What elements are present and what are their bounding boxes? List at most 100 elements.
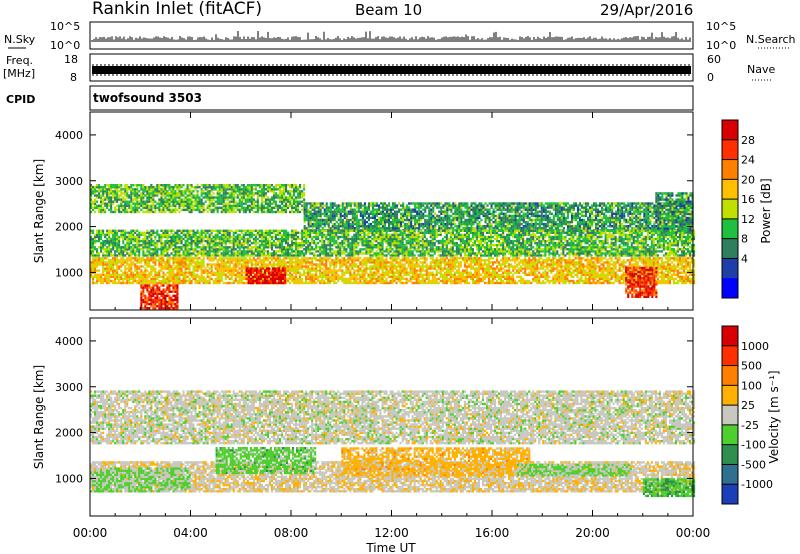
range-gate-cell — [432, 216, 435, 220]
range-gate-cell — [218, 206, 221, 209]
range-gate-cell — [293, 188, 296, 191]
range-gate-cell — [188, 210, 191, 214]
range-gate-cell — [178, 202, 181, 205]
range-gate-cell — [313, 204, 316, 207]
range-gate-cell — [506, 222, 509, 226]
range-gate-cell — [262, 239, 265, 243]
range-gate-cell — [615, 210, 618, 213]
range-gate-cell — [102, 210, 105, 214]
range-gate-cell — [186, 239, 189, 243]
range-gate-cell — [291, 184, 294, 187]
range-gate-cell — [408, 212, 411, 215]
range-gate-cell — [528, 208, 531, 211]
range-gate-cell — [466, 212, 469, 215]
range-gate-cell — [386, 212, 389, 215]
range-gate-cell — [162, 241, 165, 245]
range-gate-cell — [132, 200, 135, 203]
range-gate-cell — [386, 216, 389, 220]
range-gate-cell — [140, 231, 143, 234]
range-gate-cell — [607, 206, 610, 209]
range-gate-cell — [627, 218, 630, 222]
range-gate-cell — [452, 204, 455, 207]
range-gate-cell — [172, 233, 175, 237]
range-gate-cell — [414, 222, 417, 226]
range-gate-cell — [214, 246, 217, 249]
range-gate-cell — [514, 206, 517, 209]
range-gate-cell — [349, 227, 352, 230]
range-gate-cell — [365, 216, 368, 220]
range-gate-cell — [268, 200, 271, 203]
range-gate-cell — [291, 202, 294, 205]
range-gate-cell — [530, 214, 533, 218]
range-gate-cell — [394, 218, 397, 222]
range-gate-cell — [204, 233, 207, 237]
range-gate-cell — [482, 210, 485, 213]
range-gate-cell — [574, 227, 577, 230]
range-gate-cell — [134, 210, 137, 214]
range-gate-cell — [580, 220, 583, 224]
range-gate-cell — [278, 190, 281, 193]
range-gate-cell — [98, 186, 101, 189]
range-gate-cell — [470, 202, 473, 205]
range-gate-cell — [542, 208, 545, 211]
range-gate-cell — [208, 192, 211, 195]
range-gate-cell — [134, 250, 137, 253]
range-gate-cell — [418, 210, 421, 213]
range-gate-cell — [609, 206, 612, 209]
range-gate-cell — [146, 254, 149, 257]
range-gate-cell — [444, 210, 447, 213]
range-gate-cell — [248, 206, 251, 209]
range-gate-cell — [176, 246, 179, 249]
range-gate-cell — [200, 190, 203, 193]
range-gate-cell — [272, 229, 275, 232]
range-gate-cell — [120, 233, 123, 237]
range-gate-cell — [609, 210, 612, 213]
range-gate-cell — [392, 220, 395, 224]
range-gate-cell — [150, 194, 153, 197]
range-gate-cell — [262, 244, 265, 247]
range-gate-cell — [339, 212, 342, 215]
range-gate-cell — [649, 222, 652, 226]
range-gate-cell — [303, 239, 306, 243]
range-gate-cell — [98, 252, 101, 255]
range-gate-cell — [566, 212, 569, 215]
range-gate-cell — [655, 225, 658, 228]
range-gate-cell — [230, 246, 233, 249]
range-gate-cell — [152, 194, 155, 197]
range-gate-cell — [168, 206, 171, 209]
range-gate-cell — [418, 218, 421, 222]
range-gate-cell — [536, 204, 539, 207]
range-gate-cell — [365, 227, 368, 230]
range-gate-cell — [570, 214, 573, 218]
range-gate-cell — [414, 214, 417, 218]
range-gate-cell — [562, 212, 565, 215]
range-gate-cell — [424, 206, 427, 209]
range-gate-cell — [434, 218, 437, 222]
range-gate-cell — [605, 227, 608, 230]
range-gate-cell — [136, 250, 139, 253]
range-gate-cell — [180, 198, 183, 201]
range-gate-cell — [210, 200, 213, 203]
range-gate-cell — [390, 222, 393, 226]
range-gate-cell — [377, 206, 380, 209]
range-gate-cell — [490, 222, 493, 226]
range-gate-cell — [254, 188, 257, 191]
cpid-label: CPID — [6, 93, 35, 106]
range-gate-cell — [585, 214, 588, 218]
range-gate-cell — [361, 204, 364, 207]
range-gate-cell — [452, 227, 455, 230]
range-gate-cell — [542, 218, 545, 222]
range-gate-cell — [162, 206, 165, 209]
range-gate-cell — [174, 206, 177, 209]
range-gate-cell — [454, 210, 457, 213]
range-gate-cell — [140, 239, 143, 243]
range-gate-cell — [92, 190, 95, 193]
range-gate-cell — [546, 202, 549, 205]
range-gate-cell — [621, 225, 624, 228]
range-gate-cell — [144, 194, 147, 197]
range-gate-cell — [341, 206, 344, 209]
range-gate-cell — [214, 204, 217, 207]
range-gate-cell — [412, 216, 415, 220]
range-gate-cell — [410, 227, 413, 230]
range-gate-cell — [114, 246, 117, 249]
